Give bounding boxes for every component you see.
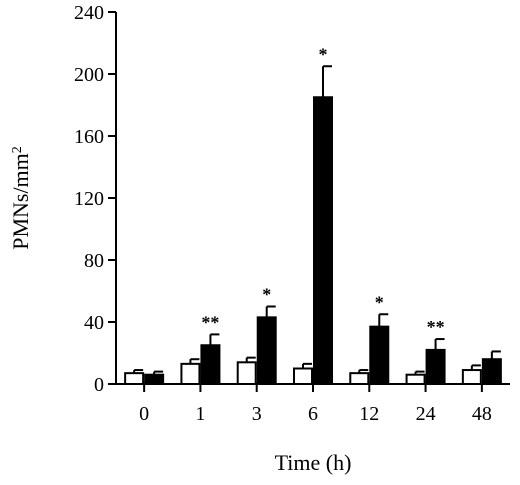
y-tick-label: 200 [74,64,104,86]
x-tick-label: 1 [195,403,205,425]
x-tick-label: 3 [252,403,262,425]
y-tick-label: 120 [74,188,104,210]
x-tick-label: 48 [472,403,492,425]
significance-marker: * [262,285,271,305]
control-bar [293,367,313,385]
y-tick-label: 80 [84,250,104,272]
control-bar [124,372,145,385]
treated-bar [425,348,446,385]
chart-axes [108,11,510,392]
y-tick-label: 240 [74,2,104,24]
treated-bar [144,373,165,386]
x-tick-label: 24 [416,403,436,425]
chart-bars [124,65,502,386]
control-bar [180,362,201,386]
y-tick-label: 40 [84,312,104,334]
x-tick-label: 12 [359,403,379,425]
control-bar [236,361,257,385]
y-axis-title: PMNs/mm2 [8,146,33,250]
x-tick-label: 6 [308,403,318,425]
significance-marker: * [375,292,384,312]
significance-marker: ** [201,312,219,332]
x-tick-label: 0 [139,403,149,425]
y-tick-label: 0 [94,374,104,396]
treated-bar [481,358,502,386]
treated-bar [200,344,221,385]
x-axis-title: Time (h) [275,450,352,475]
control-bar [461,369,482,385]
treated-bar [313,96,333,385]
y-tick-label: 160 [74,126,104,148]
treated-bar [256,316,277,386]
y-axis-title-main: PMNs/mm [8,153,33,250]
y-axis-title-superscript: 2 [10,146,25,153]
control-bar [349,372,370,385]
significance-marker: ** [427,317,445,337]
treated-bar [369,325,390,385]
control-bar [405,373,426,386]
significance-marker: * [319,44,328,64]
